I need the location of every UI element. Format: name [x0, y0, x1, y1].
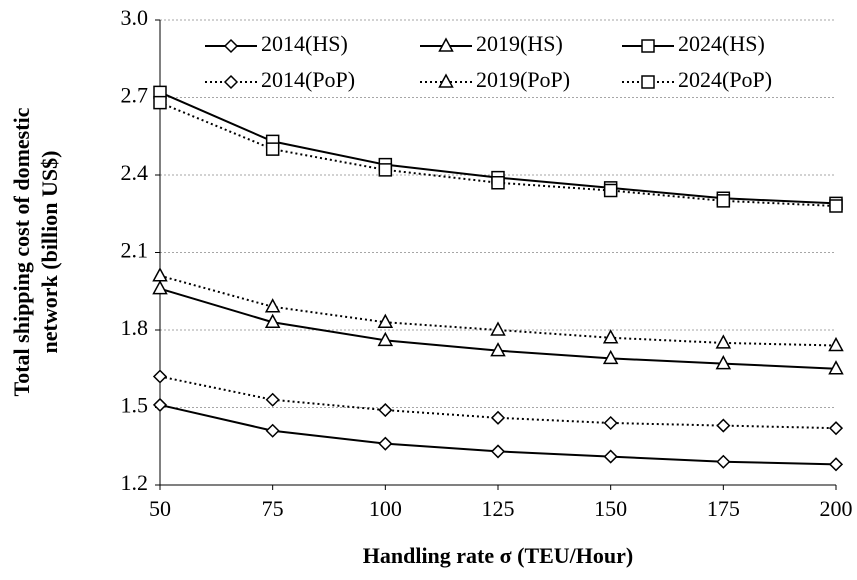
legend-label: 2024(HS) — [678, 31, 765, 56]
data-point — [378, 436, 393, 451]
legend-marker — [223, 38, 239, 54]
data-point — [378, 403, 393, 418]
data-point — [264, 298, 281, 313]
data-point — [265, 142, 280, 156]
legend-label: 2019(HS) — [476, 31, 563, 56]
data-point — [152, 369, 168, 384]
data-point — [828, 457, 844, 472]
legend-label: 2024(PoP) — [678, 67, 772, 92]
data-point — [490, 321, 506, 336]
data-point — [265, 423, 280, 438]
data-point — [490, 410, 506, 425]
data-point — [152, 397, 168, 412]
y-tick-label: 1.5 — [121, 393, 149, 418]
data-point — [828, 421, 844, 436]
data-point — [602, 329, 619, 344]
legend-label: 2019(PoP) — [476, 67, 570, 92]
y-tick-label: 3.0 — [121, 5, 149, 30]
y-axis-title-group: Total shipping cost of domestic network … — [9, 107, 62, 396]
data-point — [828, 360, 844, 375]
legend-marker — [223, 74, 239, 90]
legend: 2014(HS) 2019(HS) 2024(HS) 2014(PoP) 2019(Po… — [205, 31, 772, 92]
data-point — [715, 334, 732, 349]
y-tick-label: 2.7 — [121, 83, 149, 108]
x-tick-label: 150 — [594, 496, 627, 521]
data-point — [377, 313, 394, 328]
data-point — [491, 176, 505, 190]
y-tick-label: 2.1 — [121, 238, 149, 263]
data-point — [716, 418, 731, 433]
x-tick-label: 50 — [149, 496, 171, 521]
legend-label: 2014(HS) — [261, 31, 348, 56]
legend-label: 2014(PoP) — [261, 67, 355, 92]
x-tick-label: 200 — [820, 496, 853, 521]
data-point — [828, 336, 844, 352]
data-point — [602, 349, 619, 365]
y-tick-label: 2.4 — [121, 160, 149, 185]
data-point — [490, 444, 506, 459]
y-axis-title: network (billion US$) — [37, 151, 62, 354]
data-point — [716, 454, 731, 469]
legend-marker — [438, 37, 454, 52]
x-tick-label: 75 — [262, 496, 284, 521]
x-tick-label: 125 — [482, 496, 515, 521]
y-axis-title: Total shipping cost of domestic — [9, 107, 34, 396]
data-point — [265, 392, 280, 407]
y-tick-label: 1.2 — [121, 470, 149, 495]
data-point — [264, 313, 281, 328]
y-tick-label: 1.8 — [121, 315, 149, 340]
x-axis-title: Handling rate σ (TEU/Hour) — [363, 543, 633, 568]
legend-marker — [438, 73, 454, 88]
data-point — [152, 267, 168, 282]
legend-marker — [641, 75, 655, 89]
series-line — [159, 101, 837, 207]
data-point — [378, 163, 393, 177]
data-point — [716, 194, 731, 208]
data-point — [603, 449, 618, 464]
data-point — [603, 415, 618, 431]
data-point — [377, 331, 394, 347]
data-point — [152, 280, 168, 295]
data-point — [490, 342, 506, 357]
x-tick-label: 100 — [369, 496, 402, 521]
legend-marker — [641, 39, 655, 53]
x-tick-label: 175 — [707, 496, 740, 521]
data-point — [715, 355, 732, 370]
data-point — [153, 95, 167, 110]
data-point — [603, 183, 618, 198]
data-point — [829, 199, 843, 213]
